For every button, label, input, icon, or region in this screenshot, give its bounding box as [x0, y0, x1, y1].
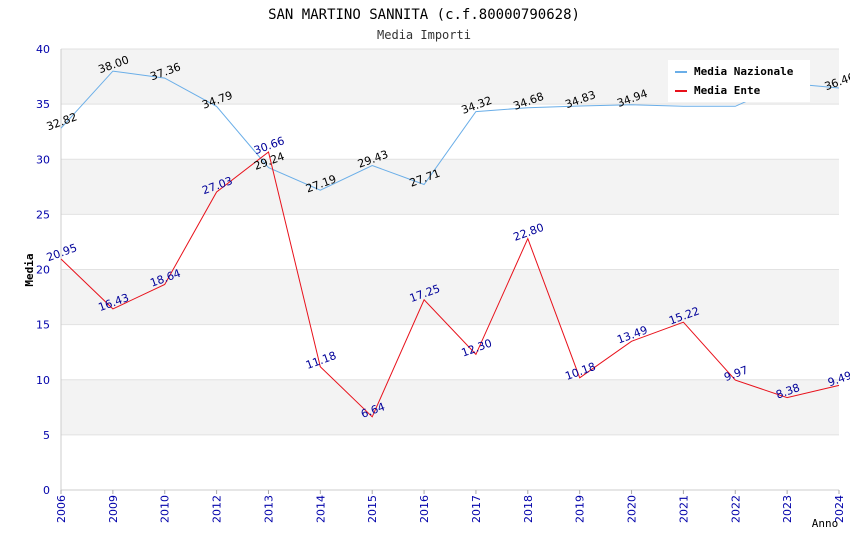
series-line-media-ente — [60, 151, 840, 418]
x-tick-label: 2010 — [159, 495, 172, 523]
data-label: 9.49 — [826, 369, 850, 390]
x-tick-label: 2024 — [833, 495, 846, 523]
y-tick-label: 40 — [36, 43, 50, 56]
y-axis: 0 5 10 15 20 25 30 35 40 — [36, 43, 62, 497]
x-tick-label: 2017 — [470, 495, 483, 523]
x-axis: 2006 2009 2010 2012 2013 2014 2015 2016 2017 2018… — [55, 489, 846, 523]
legend-box — [668, 60, 810, 102]
x-tick-label: 2022 — [729, 495, 742, 523]
grid-band — [61, 214, 839, 270]
x-tick-label: 2013 — [262, 495, 275, 523]
grid-band — [61, 379, 839, 435]
y-tick-label: 5 — [43, 429, 50, 442]
grid-band — [61, 159, 839, 215]
y-tick-label: 25 — [36, 208, 50, 221]
y-tick-label: 0 — [43, 484, 50, 497]
x-tick-label: 2019 — [574, 495, 587, 523]
x-tick-label: 2014 — [314, 495, 327, 523]
grid-band — [61, 269, 839, 325]
x-tick-label: 2023 — [781, 495, 794, 523]
legend: Media Nazionale Media Ente — [668, 60, 810, 102]
x-tick-label: 2012 — [211, 495, 224, 523]
series-line-media-nazionale — [60, 70, 840, 191]
grid-band — [61, 434, 839, 490]
y-tick-label: 10 — [36, 374, 50, 387]
x-axis-title: Anno — [812, 517, 839, 530]
x-tick-label: 2006 — [55, 495, 68, 523]
y-axis-title: Media — [23, 253, 36, 286]
x-tick-label: 2018 — [522, 495, 535, 523]
legend-label-media-ente: Media Ente — [694, 84, 761, 97]
x-tick-label: 2021 — [677, 495, 690, 523]
y-tick-label: 20 — [36, 264, 50, 277]
y-tick-label: 35 — [36, 98, 50, 111]
x-tick-label: 2009 — [107, 495, 120, 523]
x-tick-label: 2015 — [366, 495, 379, 523]
series-lines — [60, 70, 840, 418]
legend-label-media-nazionale: Media Nazionale — [694, 65, 794, 78]
grid-band — [61, 324, 839, 380]
grid-band — [61, 104, 839, 160]
x-tick-label: 2016 — [418, 495, 431, 523]
chart-title: SAN MARTINO SANNITA (c.f.80000790628) — [268, 7, 580, 23]
x-tick-label: 2020 — [626, 495, 639, 523]
y-tick-label: 30 — [36, 153, 50, 166]
y-tick-label: 15 — [36, 319, 50, 332]
chart-subtitle: Media Importi — [377, 28, 471, 42]
background-bands — [61, 48, 839, 491]
